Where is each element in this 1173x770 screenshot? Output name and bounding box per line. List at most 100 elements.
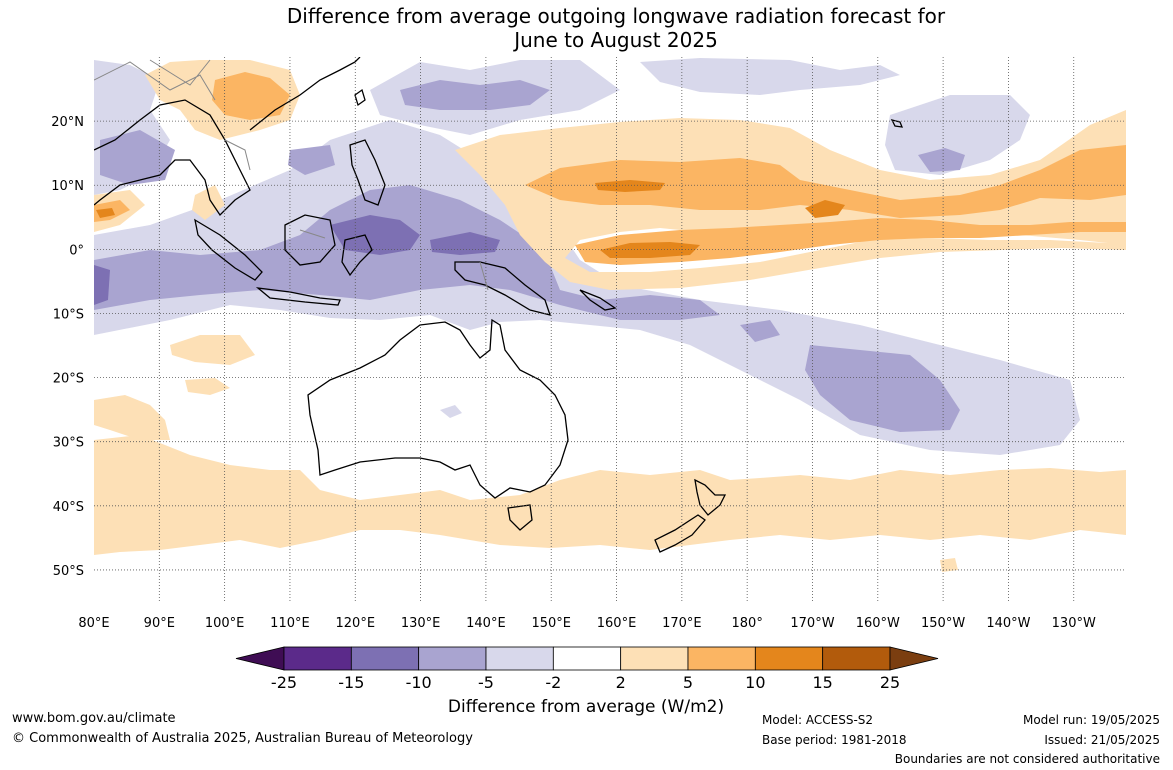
latitude-label: 10°S: [53, 307, 84, 322]
anomaly-neg5-indochina: [100, 130, 175, 185]
latitude-label: 50°S: [53, 564, 84, 579]
anomaly-pos2-indochina: [192, 185, 225, 220]
longitude-label: 160°E: [597, 616, 637, 631]
footer-base-period: Base period: 1981-2018: [762, 733, 907, 747]
anomaly-pos5-north: [525, 145, 1126, 218]
latitude-label: 20°N: [51, 115, 84, 130]
anomaly-neg10-newguinea: [430, 232, 500, 255]
anomaly-pos2-indian-2: [185, 378, 230, 395]
latitude-label: 20°S: [53, 372, 84, 387]
sulawesi-coast: [341, 234, 373, 277]
colorbar-tick-label: -10: [406, 673, 432, 692]
colorbar-extend-high: [889, 646, 939, 671]
latitude-label: 10°N: [51, 179, 84, 194]
newguinea-coast: [454, 261, 551, 316]
colorbar-tick-label: 15: [812, 673, 832, 692]
newzealand-north-coast: [694, 478, 727, 516]
australia-coast: [307, 318, 569, 499]
longitude-label: 100°E: [205, 616, 245, 631]
longitude-label: 110°E: [270, 616, 310, 631]
java-coast: [255, 287, 341, 306]
colorbar-segment: [754, 646, 824, 671]
anomaly-pos5-equator: [575, 218, 1126, 265]
colorbar-tick-label: -15: [338, 673, 364, 692]
anomaly-neg2-north-east: [640, 58, 900, 95]
longitude-label: 90°E: [144, 616, 175, 631]
longitude-label: 140°W: [986, 616, 1030, 631]
coastlines: [94, 57, 904, 553]
philippines-coast: [349, 139, 386, 206]
anomaly-neg5-west: [94, 185, 720, 320]
longitude-label: 170°E: [662, 616, 702, 631]
anomaly-pos2-southern-band: [94, 435, 1126, 555]
anomaly-fields: [94, 58, 1126, 572]
anomaly-pos2-se-island: [940, 558, 958, 572]
anomaly-neg5-wp: [400, 80, 550, 110]
colorbar-tick-label: 25: [880, 673, 900, 692]
longitude-label: 120°E: [336, 616, 376, 631]
colorbar-tick-label: 2: [616, 673, 626, 692]
anomaly-pos10-bay: [96, 208, 115, 218]
borneo-coast: [284, 214, 336, 266]
colorbar-label: Difference from average (W/m2): [447, 697, 725, 717]
colorbar-tick-label: -2: [545, 673, 561, 692]
colorbar-segment: [620, 646, 689, 671]
anomaly-pos10-central: [805, 200, 845, 218]
latitude-label: 0°: [69, 243, 84, 258]
footer-copyright: © Commonwealth of Australia 2025, Austra…: [12, 731, 473, 746]
footer-url[interactable]: www.bom.gov.au/climate: [12, 711, 176, 726]
anomaly-neg5-philippines: [288, 145, 335, 175]
latitude-label: 40°S: [53, 500, 84, 515]
borders: [94, 59, 489, 291]
longitude-label: 170°W: [790, 616, 834, 631]
longitude-label: 150°E: [531, 616, 571, 631]
country-borders: [94, 59, 489, 291]
colorbar-segment: [687, 646, 756, 671]
colorbar-extend-low: [235, 646, 285, 671]
anomaly-pos2-sw: [94, 395, 170, 440]
anomaly-pos5-china: [212, 72, 290, 120]
hawaii-coast: [890, 119, 904, 128]
longitude-label: 160°W: [856, 616, 900, 631]
colorbar-tick-label: -25: [271, 673, 297, 692]
latitude-label: 30°S: [53, 436, 84, 451]
anomaly-neg5-hawaii: [918, 148, 965, 172]
longitude-label: 130°W: [1052, 616, 1096, 631]
anomaly-pos2-south-indian: [170, 335, 255, 365]
anomaly-neg5-sp: [805, 345, 960, 432]
colorbar-segment: [485, 646, 554, 671]
longitude-label: 80°E: [78, 616, 109, 631]
longitude-label: 140°E: [466, 616, 506, 631]
title-line-1: Difference from average outgoing longwav…: [286, 4, 946, 28]
colorbar-tick-label: 5: [683, 673, 693, 692]
colorbar-segment: [418, 646, 487, 671]
footer-model-run: Model run: 19/05/2025: [1022, 713, 1160, 727]
sumatra-coast: [194, 218, 263, 281]
colorbar-segment: [822, 646, 891, 671]
colorbar-tick-label: -5: [478, 673, 494, 692]
anomaly-neg10-maritime: [330, 215, 420, 255]
anomaly-neg5-coral: [740, 320, 780, 342]
longitude-label: 180°: [732, 616, 763, 631]
china-coast: [249, 57, 361, 131]
anomaly-neg10-indian: [94, 265, 110, 305]
title-line-2: June to August 2025: [514, 28, 718, 52]
anomaly-pos10-equator: [600, 242, 700, 258]
longitude-label: 130°E: [401, 616, 441, 631]
colorbar-tick-label: 10: [745, 673, 765, 692]
anomaly-pos10-north: [595, 180, 665, 192]
colorbar: -25 -15 -10 -5 -2 2 5 10 15 25: [235, 646, 939, 692]
latitude-labels: 20°N 10°N 0° 10°S 20°S 30°S 40°S 50°S: [51, 115, 84, 579]
anomaly-neg2-australia: [440, 405, 462, 418]
colorbar-segment: [552, 646, 622, 671]
solomon-coast: [579, 289, 617, 311]
longitude-label: 150°W: [921, 616, 965, 631]
longitude-labels: 80°E 90°E 100°E 110°E 120°E 130°E 140°E 150°E 16…: [78, 616, 1096, 631]
colorbar-segment: [350, 646, 420, 671]
gridlines: [94, 57, 1126, 602]
chart-title: Difference from average outgoing longwav…: [0, 4, 1173, 52]
newzealand-south-coast: [654, 514, 706, 553]
colorbar-segment: [283, 646, 352, 671]
japan-coast: [354, 88, 366, 107]
